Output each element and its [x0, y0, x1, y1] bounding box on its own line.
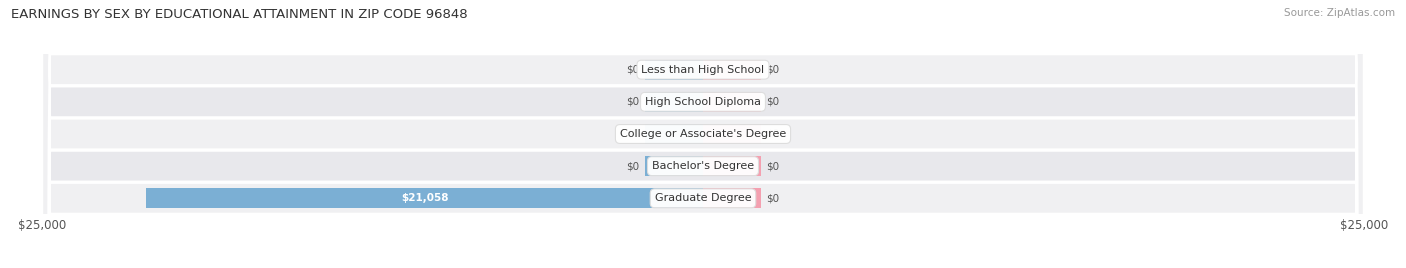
Text: $0: $0	[766, 65, 779, 75]
Text: Bachelor's Degree: Bachelor's Degree	[652, 161, 754, 171]
Text: $0: $0	[766, 193, 779, 203]
Text: High School Diploma: High School Diploma	[645, 97, 761, 107]
Bar	[645, 124, 703, 144]
Bar	[645, 92, 703, 112]
Bar	[645, 60, 703, 80]
Text: $0: $0	[766, 129, 779, 139]
Bar	[146, 188, 703, 208]
Bar	[703, 188, 761, 208]
Text: $0: $0	[627, 97, 640, 107]
Text: $0: $0	[627, 161, 640, 171]
Text: $0: $0	[627, 129, 640, 139]
Text: Source: ZipAtlas.com: Source: ZipAtlas.com	[1284, 8, 1395, 18]
FancyBboxPatch shape	[42, 0, 1364, 268]
Text: $0: $0	[766, 97, 779, 107]
Bar	[703, 124, 761, 144]
Text: Less than High School: Less than High School	[641, 65, 765, 75]
FancyBboxPatch shape	[42, 0, 1364, 268]
Text: College or Associate's Degree: College or Associate's Degree	[620, 129, 786, 139]
Bar	[703, 92, 761, 112]
FancyBboxPatch shape	[42, 0, 1364, 268]
FancyBboxPatch shape	[42, 0, 1364, 268]
Text: $21,058: $21,058	[401, 193, 449, 203]
FancyBboxPatch shape	[42, 0, 1364, 268]
Text: Graduate Degree: Graduate Degree	[655, 193, 751, 203]
Bar	[645, 156, 703, 176]
Text: $0: $0	[766, 161, 779, 171]
Text: $0: $0	[627, 65, 640, 75]
Text: EARNINGS BY SEX BY EDUCATIONAL ATTAINMENT IN ZIP CODE 96848: EARNINGS BY SEX BY EDUCATIONAL ATTAINMEN…	[11, 8, 468, 21]
Bar	[703, 156, 761, 176]
Bar	[703, 60, 761, 80]
